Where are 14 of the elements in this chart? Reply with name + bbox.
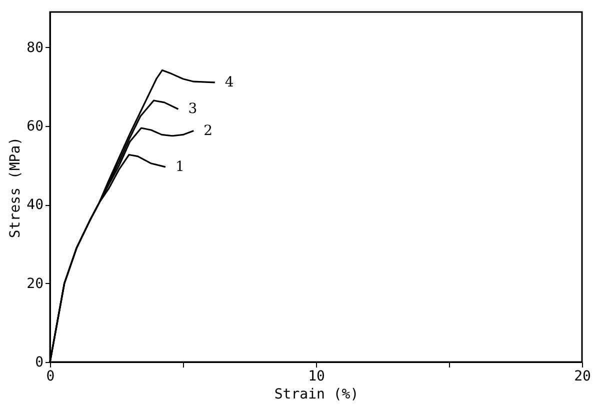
y-tick-label: 40 — [26, 197, 44, 214]
x-tick-label: 20 — [574, 368, 591, 384]
x-tick-label: 10 — [308, 368, 325, 384]
series-label: 2 — [204, 122, 213, 139]
series-label: 1 — [175, 158, 184, 175]
y-axis-title: Stress (MPa) — [8, 136, 24, 238]
y-tick-label: 60 — [26, 118, 44, 135]
x-tick-label: 0 — [46, 368, 55, 384]
x-axis-title: Strain (%) — [274, 386, 359, 402]
series-label: 3 — [188, 101, 198, 118]
series-label: 4 — [224, 74, 234, 90]
y-tick-label: 80 — [26, 40, 44, 56]
y-tick-label: 0 — [35, 354, 44, 370]
y-tick-label: 20 — [26, 276, 44, 292]
